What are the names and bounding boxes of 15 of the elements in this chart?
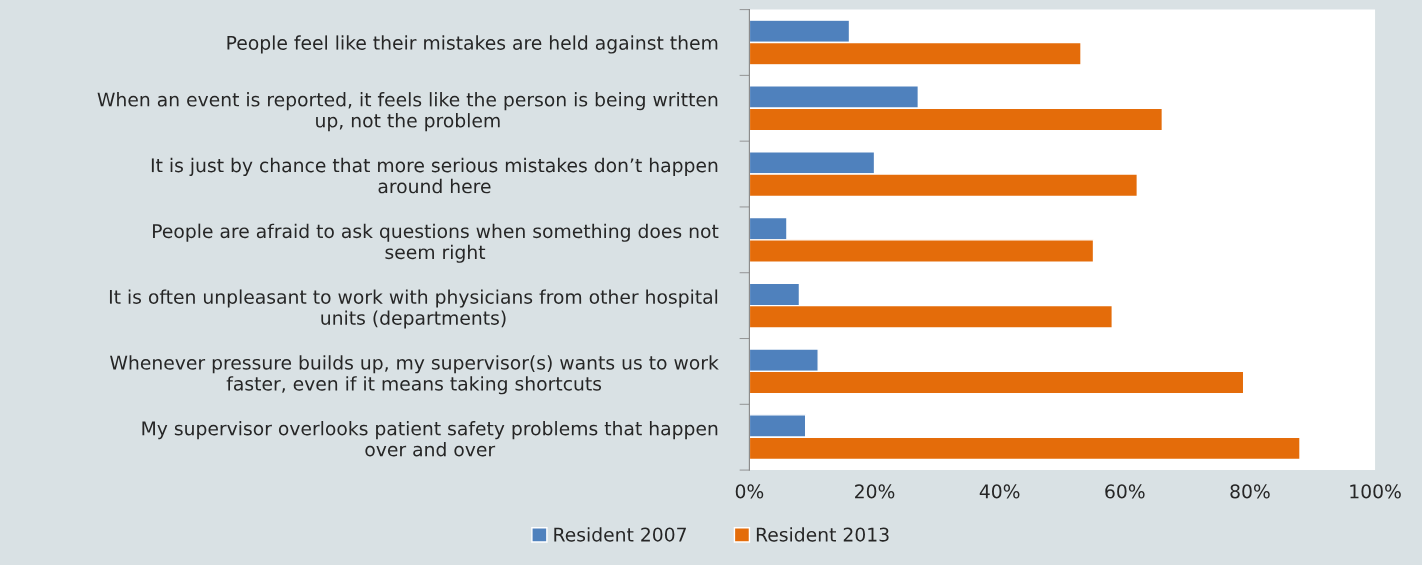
x-tick-label: 100% [1350, 484, 1401, 499]
y-tick-label: My supervisor overlooks patient safety problems that happen over and over [142, 420, 718, 457]
y-tick-label: It is often unpleasant to work with physicians from other hospital units (departments) [109, 289, 718, 329]
y-tick-label: People feel like their mistakes are held against them [227, 35, 718, 54]
x-tick-label: 20% [855, 484, 895, 499]
y-tick-label: People are afraid to ask questions when something does not seem right [153, 223, 719, 263]
x-tick-label: 40% [979, 484, 1020, 499]
legend-label: Resident 2013 [756, 527, 889, 542]
x-tick-label: 80% [1230, 484, 1270, 499]
y-tick-label: It is just by chance that more serious mistakes don’t happen around here [151, 157, 718, 194]
x-tick-label: 60% [1105, 484, 1145, 499]
y-tick-label: Whenever pressure builds up, my supervisor(s) wants us to work faster, even if it means taking shortcuts [110, 355, 719, 395]
y-tick-label: When an event is reported, it feels like the person is being written up, not the problem [97, 92, 718, 132]
legend-label: Resident 2007 [554, 527, 686, 542]
x-tick-label: 0% [735, 484, 764, 499]
